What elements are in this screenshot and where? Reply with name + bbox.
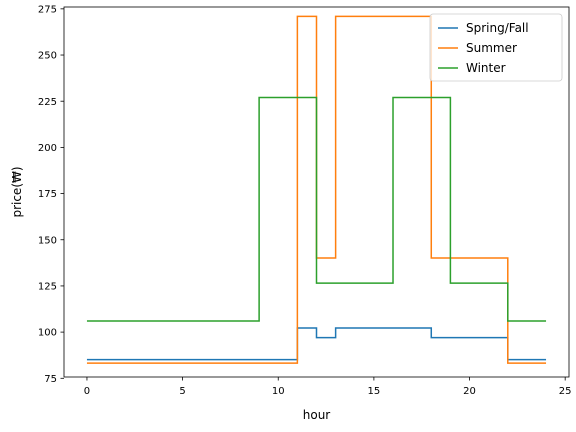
legend-label: Winter <box>466 61 506 75</box>
x-axis-label: hour <box>303 408 331 422</box>
y-axis-label: price(₩) <box>10 166 24 217</box>
x-tick-label: 5 <box>179 386 185 397</box>
y-tick-label: 150 <box>38 235 57 246</box>
legend-label: Summer <box>466 41 517 55</box>
x-tick-label: 20 <box>463 386 476 397</box>
y-tick-label: 225 <box>38 97 57 108</box>
x-axis: 0 5 10 15 20 25 <box>84 377 572 397</box>
y-tick-label: 125 <box>38 282 57 293</box>
x-tick-label: 15 <box>368 386 381 397</box>
y-tick-label: 250 <box>38 51 57 62</box>
y-tick-label: 100 <box>38 328 57 339</box>
legend: Spring/Fall Summer Winter <box>429 13 563 82</box>
x-tick-label: 25 <box>559 386 572 397</box>
x-tick-label: 10 <box>272 386 285 397</box>
y-tick-label: 75 <box>44 374 57 385</box>
y-tick-label: 275 <box>38 4 57 15</box>
y-axis: 75 100 125 150 175 200 225 250 275 <box>38 4 64 385</box>
y-tick-label: 200 <box>38 143 57 154</box>
series-line-2 <box>86 96 547 322</box>
plot-lines <box>86 15 547 364</box>
plot-frame <box>63 6 570 378</box>
series-line-0 <box>86 327 547 361</box>
series-line-1 <box>86 15 547 364</box>
x-tick-label: 0 <box>84 386 90 397</box>
y-tick-label: 175 <box>38 189 57 200</box>
legend-box <box>429 13 563 82</box>
legend-label: Spring/Fall <box>466 21 529 35</box>
